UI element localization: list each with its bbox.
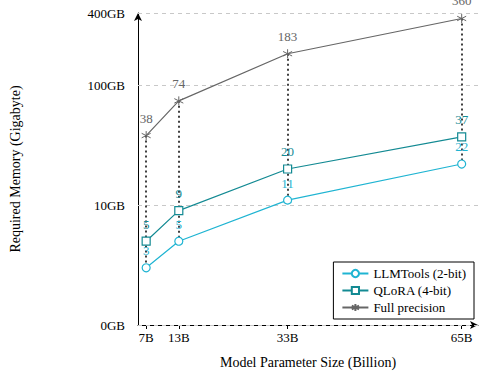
svg-text:13B: 13B — [168, 330, 190, 345]
svg-text:Required Memory (Gigabyte): Required Memory (Gigabyte) — [8, 85, 24, 253]
svg-text:3: 3 — [142, 243, 150, 259]
svg-text:400GB: 400GB — [87, 6, 125, 21]
svg-text:38: 38 — [140, 111, 153, 126]
svg-text:33B: 33B — [277, 330, 299, 345]
svg-text:LLMTools (2-bit): LLMTools (2-bit) — [373, 266, 466, 281]
svg-text:360: 360 — [452, 0, 472, 8]
svg-text:22: 22 — [455, 139, 468, 154]
svg-text:9: 9 — [176, 186, 183, 201]
svg-text:20: 20 — [281, 144, 294, 159]
svg-text:QLoRA (4-bit): QLoRA (4-bit) — [373, 283, 451, 298]
svg-text:0GB: 0GB — [100, 318, 125, 333]
svg-text:65B: 65B — [451, 330, 473, 345]
svg-text:Model Parameter Size (Billion): Model Parameter Size (Billion) — [220, 355, 396, 371]
svg-text:183: 183 — [278, 29, 298, 44]
svg-text:11: 11 — [281, 176, 294, 191]
svg-text:7B: 7B — [139, 330, 155, 345]
svg-text:5: 5 — [176, 217, 183, 232]
svg-text:5: 5 — [143, 217, 150, 232]
svg-text:Full precision: Full precision — [373, 300, 445, 315]
svg-text:37: 37 — [455, 112, 469, 127]
svg-text:74: 74 — [172, 76, 186, 91]
svg-text:10GB: 10GB — [94, 198, 125, 213]
svg-text:100GB: 100GB — [87, 78, 125, 93]
